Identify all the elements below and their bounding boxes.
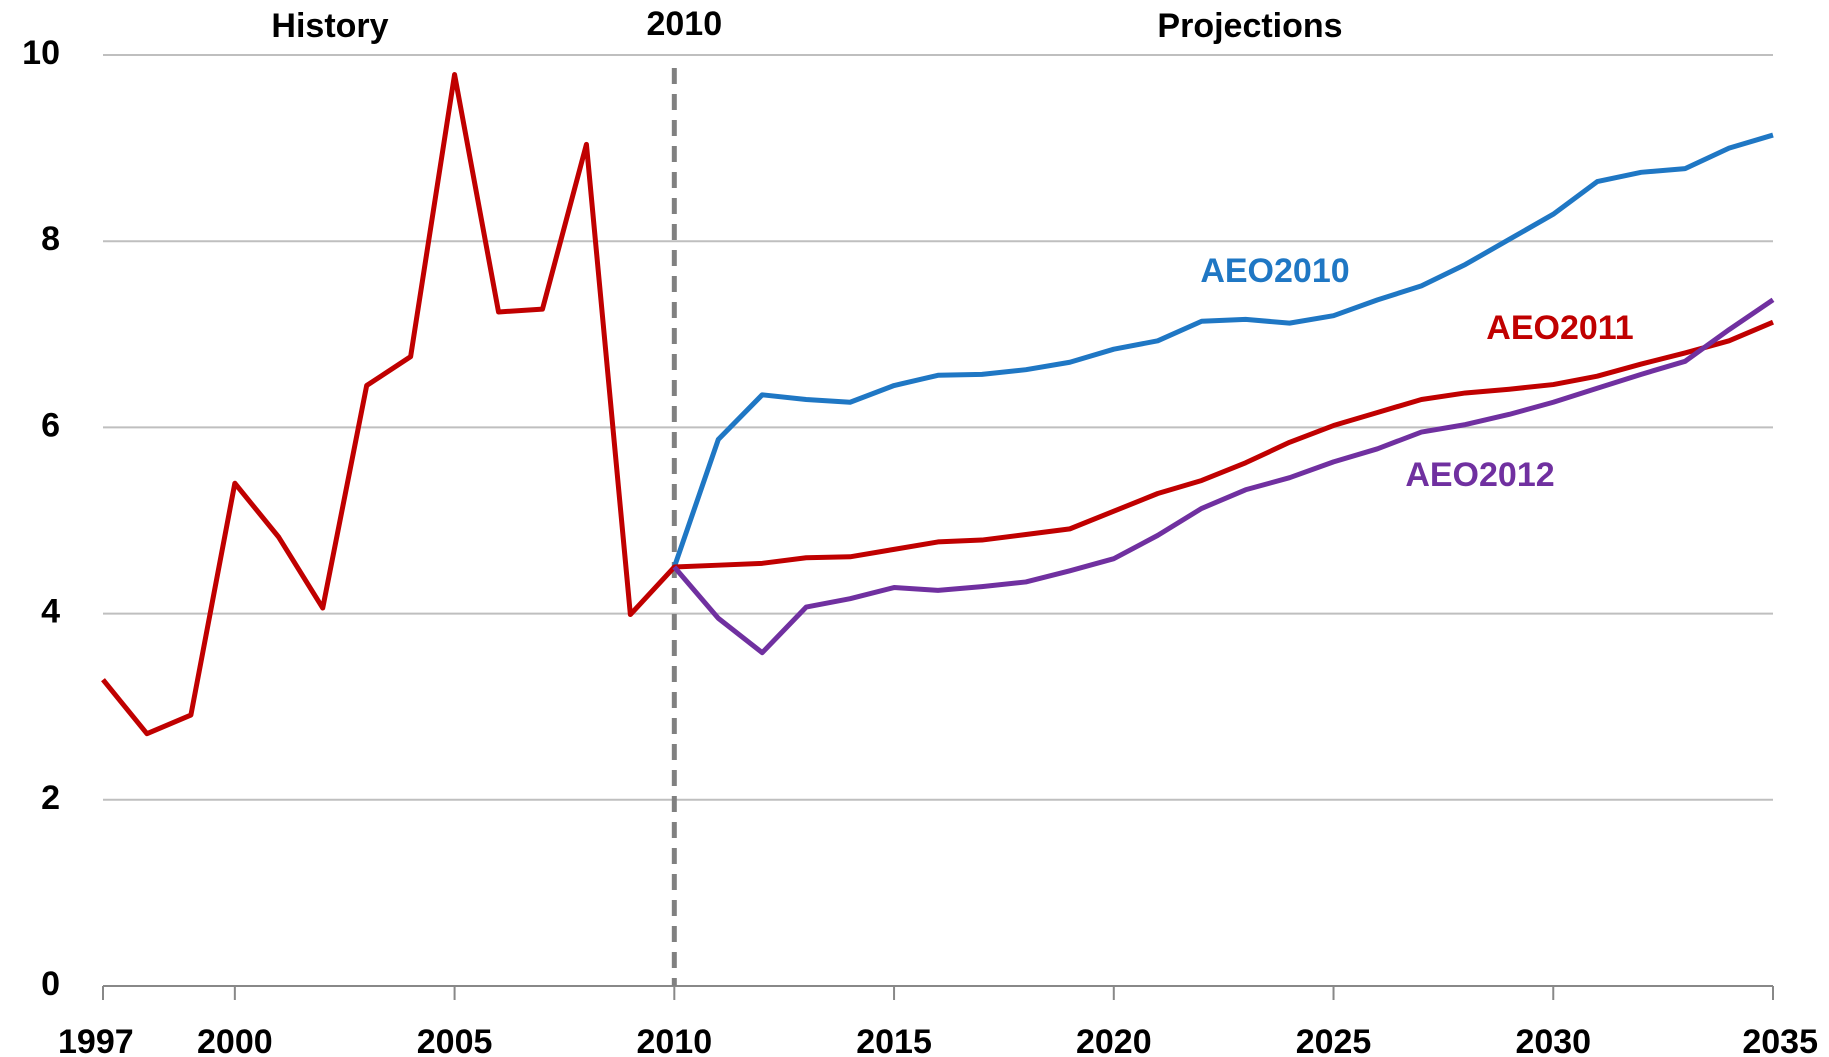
x-tick-label: 2005 — [417, 1023, 493, 1057]
series-line — [671, 132, 1774, 568]
series-label: AEO2012 — [1405, 456, 1554, 494]
x-tick-label: 2015 — [856, 1023, 932, 1057]
x-tick-label: 2025 — [1296, 1023, 1372, 1057]
x-tick-label: 2030 — [1515, 1023, 1591, 1057]
x-tick-label: 2020 — [1076, 1023, 1152, 1057]
series-label: AEO2010 — [1200, 252, 1349, 290]
y-tick-label: 8 — [41, 220, 60, 258]
x-tick-label: 2010 — [636, 1023, 712, 1057]
series-line — [672, 297, 1775, 656]
y-tick-label: 6 — [41, 406, 60, 444]
y-tick-label: 4 — [41, 593, 60, 631]
y-tick-label: 0 — [41, 965, 60, 1003]
annotation: History — [271, 7, 388, 45]
series-line — [101, 72, 1774, 737]
x-tick-label: 1997 — [58, 1023, 134, 1057]
y-tick-label: 10 — [22, 34, 60, 72]
y-tick-label: 2 — [41, 779, 60, 817]
x-tick-label: 2000 — [197, 1023, 273, 1057]
annotation: Projections — [1157, 7, 1342, 45]
x-tick-label: 2035 — [1742, 1023, 1818, 1057]
series-label: AEO2011 — [1486, 309, 1633, 347]
reference-label: 2010 — [646, 5, 722, 43]
